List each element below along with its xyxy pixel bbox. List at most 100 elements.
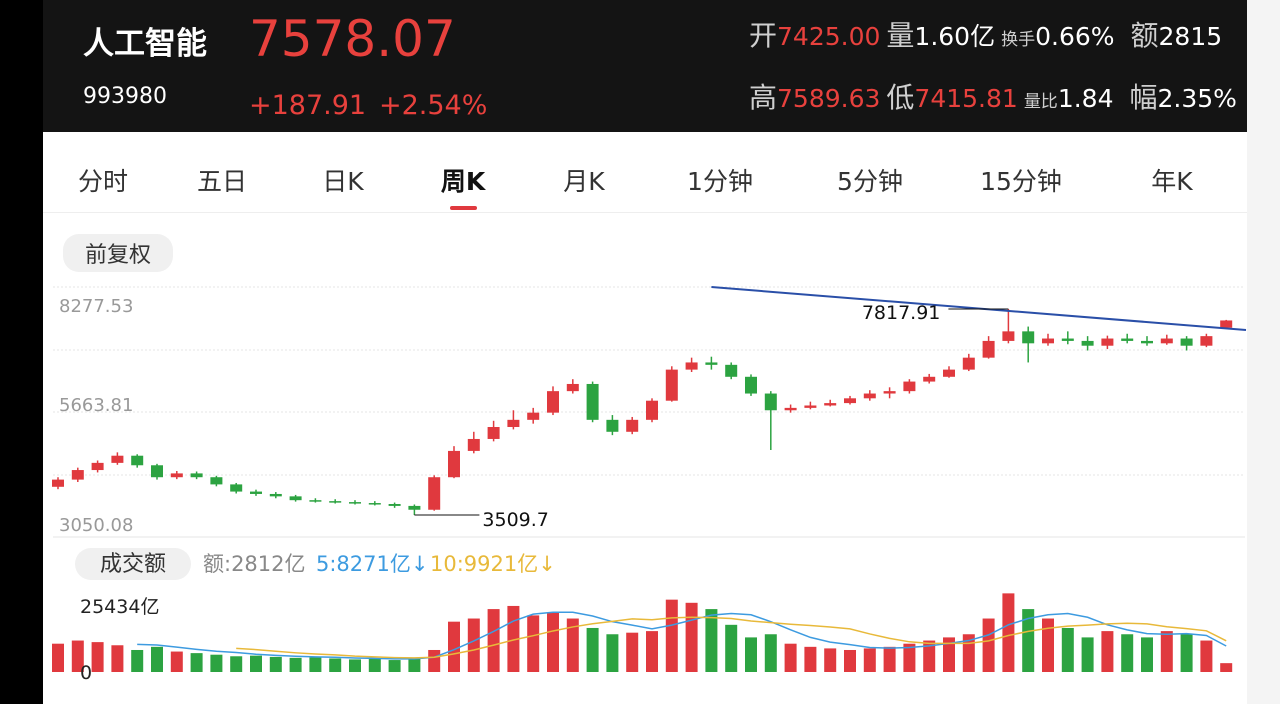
volume-bar: [1002, 593, 1015, 672]
volume-bar: [1180, 634, 1193, 672]
volume-bar: [111, 645, 124, 672]
y-tick-label: 5663.81: [59, 395, 133, 416]
volume-bar: [1220, 663, 1233, 672]
volume-bar: [388, 660, 401, 672]
change: +187.91: [249, 90, 367, 121]
candle-body: [210, 477, 223, 485]
candle-body: [507, 419, 520, 428]
volume-bar: [1081, 637, 1094, 672]
candle-body: [685, 362, 698, 370]
volume-bar: [487, 609, 500, 672]
stat: 低7415.81: [886, 76, 1017, 116]
candle-body: [329, 501, 342, 503]
stat-value: 7415.81: [914, 84, 1018, 113]
tab[interactable]: 年K: [1151, 167, 1193, 196]
candle-body: [923, 376, 936, 382]
stat-label: 幅: [1129, 81, 1158, 114]
candle-body: [250, 491, 262, 494]
stat-label: 额: [1130, 19, 1159, 52]
stock-code: 993980: [83, 84, 167, 109]
stat-label: 低: [886, 81, 915, 114]
candle-body: [91, 462, 104, 471]
volume-bar: [1022, 609, 1035, 672]
price: 7578.07: [249, 10, 456, 68]
candle-body: [349, 502, 361, 504]
candle-body: [170, 473, 183, 478]
volume-bar: [368, 658, 381, 672]
legend-entry: 10:9921亿↓: [430, 552, 556, 576]
candle-body: [1081, 340, 1094, 346]
stat-value: 1.60亿: [914, 22, 996, 51]
volume-bar: [626, 632, 639, 672]
adjust-button[interactable]: 前复权: [63, 234, 174, 272]
tab[interactable]: 分时: [77, 167, 129, 196]
candle-body: [665, 369, 678, 401]
quote-header: 人工智能 993980 7578.07 +187.91 +2.54% 开7425…: [43, 0, 1247, 132]
volume-bar: [646, 631, 658, 672]
candle-body: [1200, 336, 1213, 346]
candle-body: [1220, 320, 1233, 328]
candle-body: [1160, 338, 1173, 344]
volume-bar: [1061, 627, 1074, 672]
volume-bar: [349, 659, 361, 672]
stat-value: 7589.63: [777, 84, 881, 113]
candle-body: [626, 419, 639, 432]
tab[interactable]: 5分钟: [837, 167, 903, 196]
candle-body: [289, 496, 302, 501]
stat-value: 2815: [1158, 22, 1223, 51]
candle-body: [705, 362, 718, 365]
volume-bar: [665, 599, 678, 672]
volume-bar: [170, 651, 183, 672]
volume-bar: [1200, 640, 1213, 672]
candle-body: [131, 455, 144, 466]
stat-value: 0.66%: [1035, 22, 1115, 51]
volume-bar: [705, 609, 718, 672]
volume-summary: 额:2812亿: [203, 552, 306, 576]
tab[interactable]: 1分钟: [687, 167, 753, 196]
ma-line: [236, 616, 1227, 659]
y-tick-label: 8277.53: [59, 296, 133, 317]
tab[interactable]: 周K: [440, 167, 486, 196]
volume-bar: [804, 646, 817, 672]
stat: 幅2.35%: [1129, 76, 1236, 116]
tab[interactable]: 15分钟: [980, 167, 1062, 196]
candle-body: [448, 450, 460, 478]
candle-body: [487, 427, 500, 439]
y-tick-label: 3050.08: [59, 515, 133, 536]
candle-body: [962, 357, 975, 370]
tab[interactable]: 五日: [196, 167, 248, 196]
volume-bar: [764, 634, 777, 672]
stat-value: 7425.00: [777, 22, 881, 51]
candle-body: [71, 470, 84, 480]
volume-bar: [190, 653, 203, 672]
stat-label: 换手: [1001, 30, 1036, 50]
volume-bar: [269, 656, 282, 672]
stats: 开7425.00 量1.60亿 换手0.66% 额2815 高7589.63 低7415.…: [749, 14, 1243, 114]
tab[interactable]: 月K: [563, 167, 605, 196]
tab-indicator: [450, 206, 477, 210]
candle-body: [903, 381, 916, 392]
volume-bar: [151, 646, 163, 672]
candle-body: [428, 477, 441, 510]
candle-body: [1061, 338, 1074, 341]
candle-body: [566, 383, 579, 392]
candle-body: [467, 438, 480, 451]
low-annotation: 3509.7: [482, 509, 548, 531]
stat-value: 2.35%: [1157, 84, 1237, 113]
volume-bar: [863, 648, 876, 672]
volume-bar: [408, 657, 421, 672]
stat-value: 1.84: [1057, 84, 1114, 113]
volume-bar: [448, 621, 460, 672]
stat-label: 开: [749, 19, 778, 52]
volume-tab[interactable]: [75, 548, 191, 580]
tab[interactable]: 日K: [322, 167, 364, 196]
stat: 高7589.63: [749, 76, 880, 116]
tab-bar: [43, 132, 1247, 213]
volume-bar: [289, 657, 302, 672]
stock-name: 人工智能: [83, 26, 207, 62]
candle-body: [764, 393, 777, 411]
volume-bar: [606, 634, 619, 672]
stat: 额2815: [1131, 14, 1223, 54]
